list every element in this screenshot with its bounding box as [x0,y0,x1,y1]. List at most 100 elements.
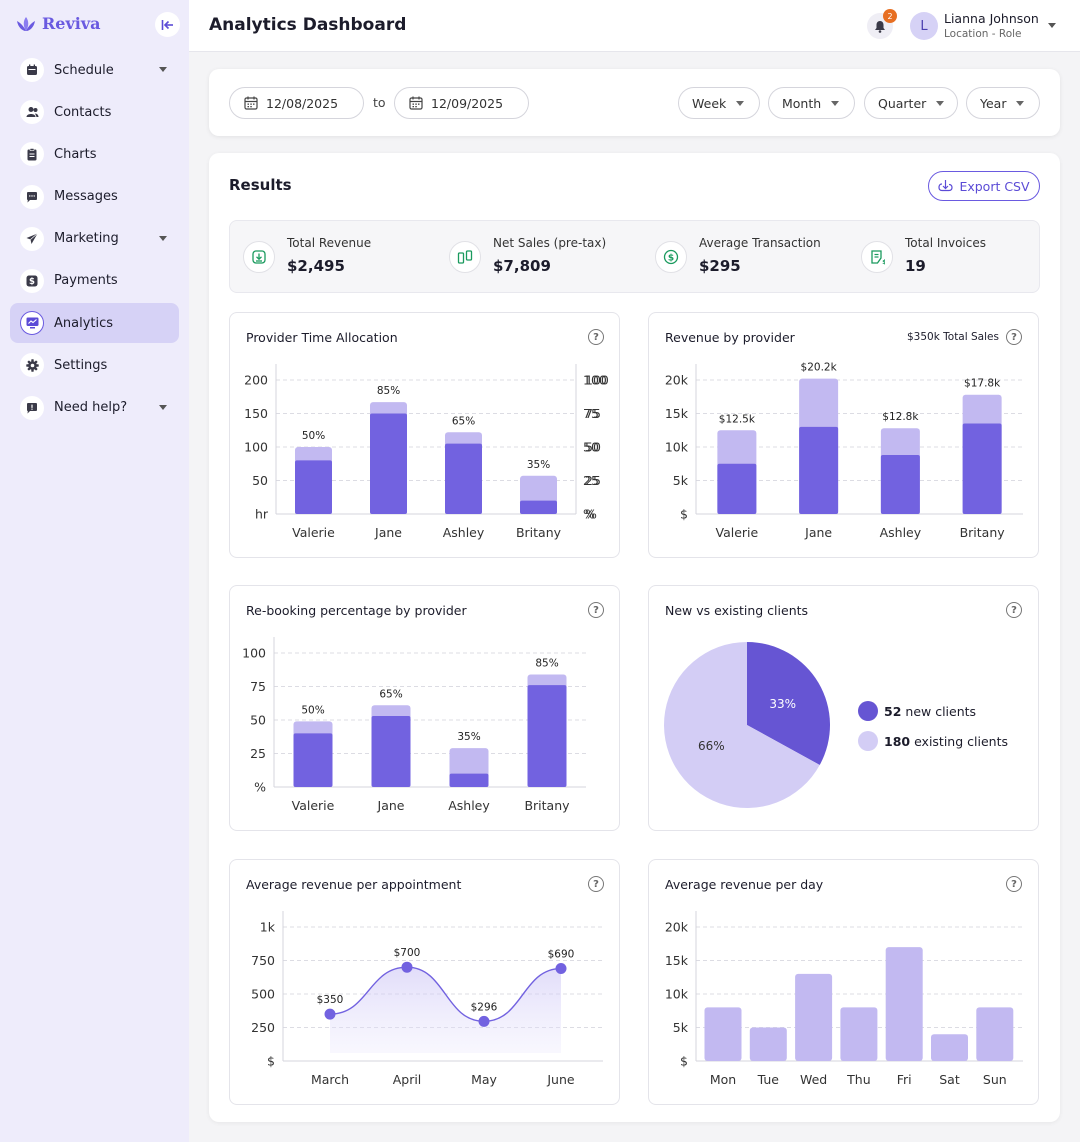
brand-logo[interactable]: Reviva [16,14,101,33]
collapse-left-icon [161,19,173,30]
card-title: New vs existing clients [665,603,809,618]
bar-segment [449,773,489,787]
total-sales-label: $350k Total Sales [907,331,999,343]
sidebar-item-contacts[interactable]: Contacts [10,92,179,132]
card-title: Re-booking percentage by provider [246,603,467,618]
week-select-label: Week [692,95,727,111]
sidebar-item-settings[interactable]: Settings [10,345,179,385]
y-tick-label: 10k [665,440,689,455]
month-select-label: Month [782,95,822,111]
date-range-separator: to [373,95,386,110]
user-name[interactable]: Lianna Johnson [944,11,1039,26]
top-bar: Analytics Dashboard 2 L Lianna Johnson L… [189,0,1080,52]
new-vs-existing-clients-chart: 33% 66% [664,642,830,808]
y-tick-label: 500 [251,987,275,1002]
sidebar-item-analytics[interactable]: Analytics [10,303,179,344]
sidebar: Reviva Schedule Contacts Charts Messages [0,0,189,1142]
y-tick-label: $ [680,507,688,522]
help-icon[interactable]: ? [1006,602,1022,618]
user-menu-chevron-down-icon[interactable] [1048,23,1056,28]
data-label: 35% [527,459,550,471]
help-icon[interactable]: ? [588,602,604,618]
kpi-total-revenue: Total Revenue $2,495 [230,221,435,293]
y-tick-label: 15k [665,406,689,421]
help-icon[interactable]: ? [588,876,604,892]
main-content: Analytics Dashboard 2 L Lianna Johnson L… [189,0,1080,1142]
sidebar-item-charts[interactable]: Charts [10,134,179,174]
chevron-down-icon [936,100,945,106]
y-tick-label: 150 [244,406,268,421]
kpi-label: Total Invoices [905,236,986,250]
card-title: Average revenue per day [665,877,824,892]
y-tick-label: hr [255,507,269,522]
data-label: 50% [301,704,324,716]
legend-count: 52 [884,703,902,719]
svg-text:$: $ [668,253,674,263]
bar-segment [293,733,333,787]
y-tick-label: 750 [251,953,275,968]
lotus-icon [17,16,35,31]
brand-name: Reviva [42,14,101,33]
download-icon [938,180,954,192]
chevron-down-icon[interactable] [159,67,167,72]
y-tick-label: 250 [251,1020,275,1035]
sidebar-item-label: Charts [54,146,97,162]
y-tick-label: 50 [250,713,266,728]
dollar-circle-icon: $ [655,241,687,273]
series-line [329,966,562,1023]
end-date-field[interactable]: 12/09/2025 [394,87,529,119]
sidebar-item-schedule[interactable]: Schedule [10,50,179,90]
x-tick-label: Mon [710,1072,736,1087]
legend-item-new-clients: 52 new clients [858,701,976,721]
rebooking-percentage-card: % 25 50 75 100 50% Valerie 65% Jane 35% Ashley 85% B… [229,585,620,831]
sidebar-item-label: Messages [54,189,118,205]
card-title: Provider Time Allocation [246,330,398,345]
legend-count: 180 [884,733,911,749]
y-tick-label: 15k [665,953,689,968]
x-tick-label: Britany [524,798,570,813]
x-tick-label: Sat [939,1072,960,1087]
chevron-down-icon[interactable] [159,404,167,410]
bar [976,1007,1014,1061]
export-csv-button[interactable]: Export CSV [928,171,1040,201]
sidebar-item-messages[interactable]: Messages [10,177,179,217]
legend-label: existing clients [914,733,1008,749]
download-icon [243,241,275,273]
data-label: 85% [535,657,558,669]
data-label: $12.8k [882,411,919,423]
sidebar-item-payments[interactable]: $ Payments [10,261,179,301]
start-date-field[interactable]: 12/08/2025 [229,87,364,119]
x-tick-label: Tue [757,1072,780,1087]
kpi-label: Net Sales (pre-tax) [493,236,607,250]
y2-tick-label: 50 [585,440,601,455]
avatar[interactable]: L [910,12,938,40]
collapse-sidebar-button[interactable] [155,12,180,37]
data-label: $17.8k [964,378,1001,390]
help-icon[interactable]: ? [1006,329,1022,345]
dollar-icon: $ [20,268,44,293]
bar-segment [799,426,839,514]
sidebar-item-need-help[interactable]: Need help? [10,388,179,428]
data-label: $20.2k [801,362,838,374]
bar [840,1007,878,1061]
year-select[interactable]: Year [966,87,1040,119]
provider-time-allocation-chart: hr 50 100 150 200% 25 50 75 100 50% Valerie 85% Jane… [244,364,609,540]
sidebar-item-marketing[interactable]: Marketing [10,219,179,259]
bar-segment [962,423,1002,514]
help-icon[interactable]: ? [588,329,604,345]
chevron-down-icon[interactable] [159,235,167,241]
sidebar-item-label: Analytics [54,315,114,331]
help-icon[interactable]: ? [1006,876,1022,892]
legend-item-existing-clients: 180 existing clients [858,731,1008,751]
y2-tick-label: 100 [583,373,607,388]
month-select[interactable]: Month [768,87,855,119]
end-date-value: 12/09/2025 [431,95,504,111]
results-panel: Results Export CSV Total Revenue $2,495 … [209,153,1060,1122]
week-select[interactable]: Week [678,87,760,119]
bar-segment [295,460,332,514]
kpi-total-invoices: $ Total Invoices 19 [848,221,1040,293]
bell-icon [875,20,885,33]
quarter-select[interactable]: Quarter [864,87,958,119]
legend-dot [858,731,878,751]
y2-tick-label: % [583,507,595,522]
